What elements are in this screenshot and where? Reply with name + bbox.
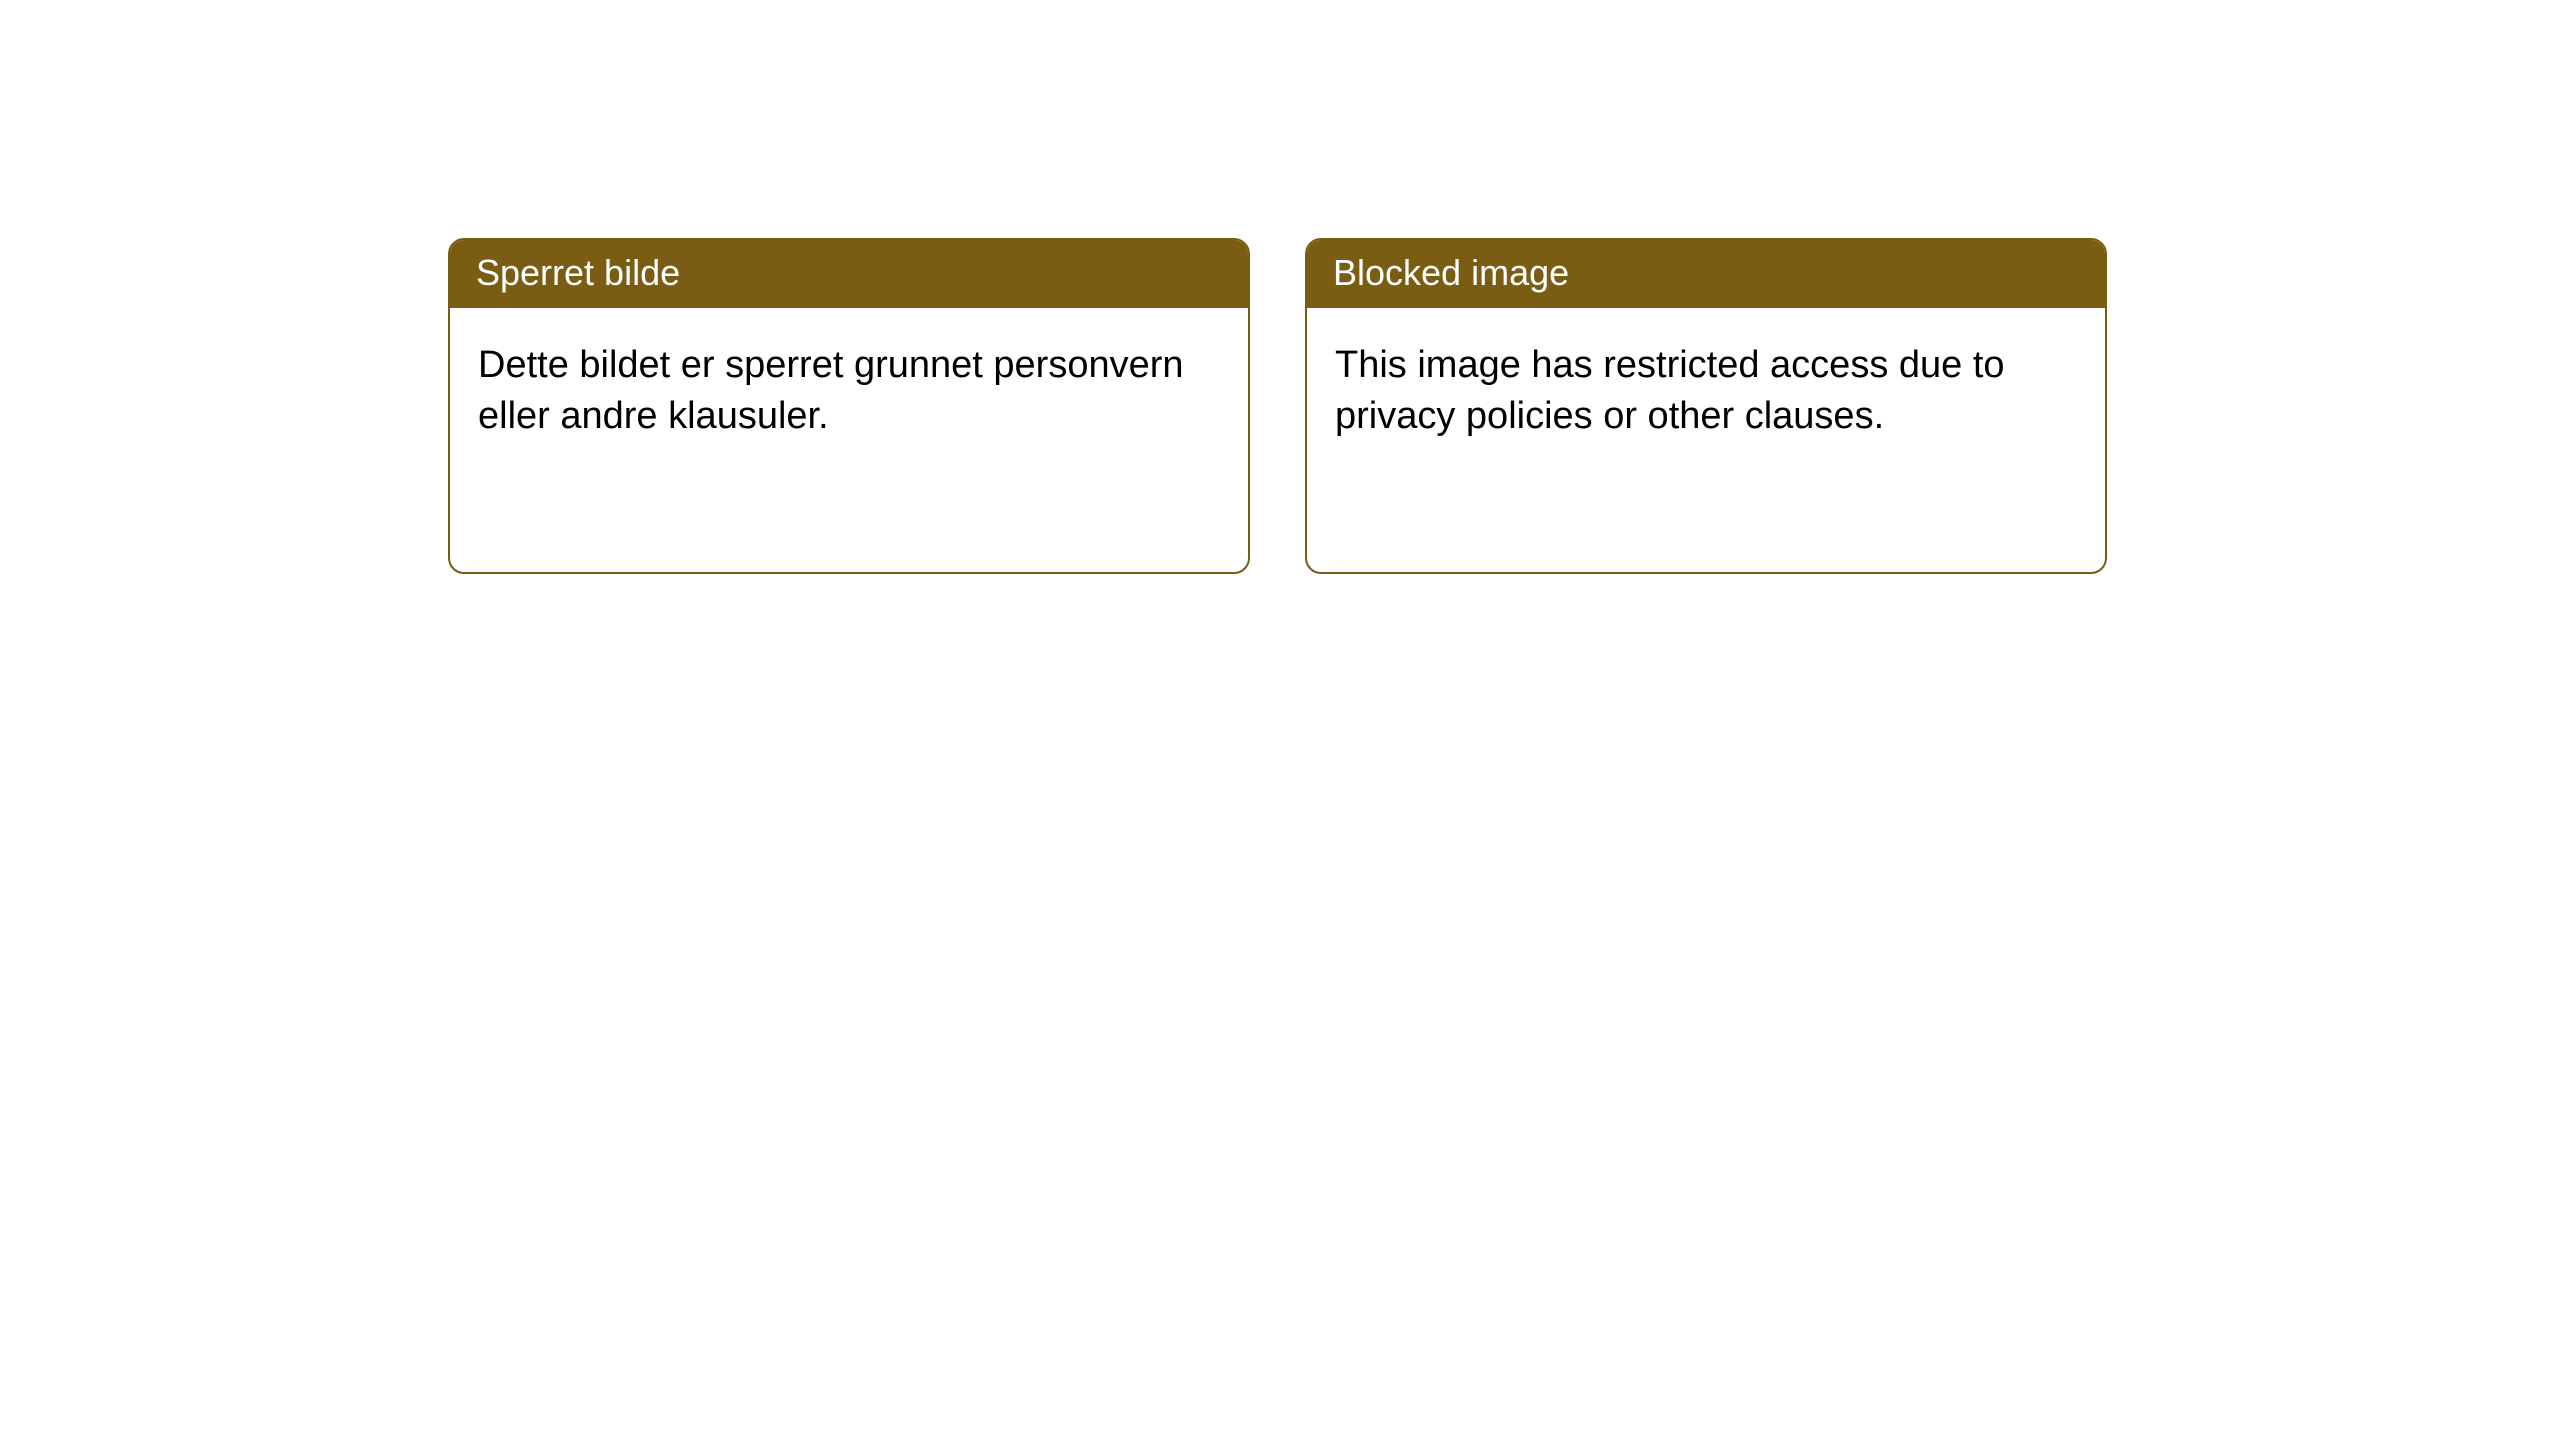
notice-container: Sperret bilde Dette bildet er sperret gr… [448,238,2107,574]
notice-body: This image has restricted access due to … [1307,308,2105,475]
notice-box-norwegian: Sperret bilde Dette bildet er sperret gr… [448,238,1250,574]
notice-body: Dette bildet er sperret grunnet personve… [450,308,1248,475]
notice-box-english: Blocked image This image has restricted … [1305,238,2107,574]
notice-title: Sperret bilde [476,252,680,293]
notice-header: Sperret bilde [450,240,1248,308]
notice-message: Dette bildet er sperret grunnet personve… [478,344,1184,437]
notice-message: This image has restricted access due to … [1335,344,2005,437]
notice-header: Blocked image [1307,240,2105,308]
notice-title: Blocked image [1333,252,1569,293]
